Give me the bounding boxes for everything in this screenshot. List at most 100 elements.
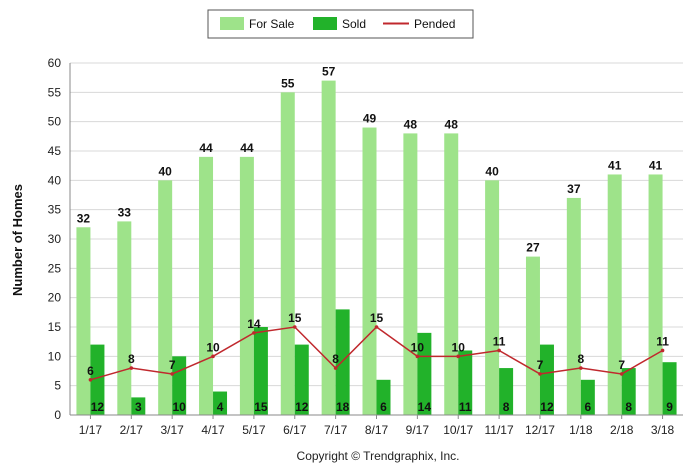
pended-point-2-18 <box>619 372 624 376</box>
label-sold-3-17: 10 <box>172 400 186 414</box>
pended-point-4-17 <box>211 354 215 359</box>
bar-for-sale-3-17 <box>158 180 173 415</box>
bar-sold-2-17 <box>131 397 146 415</box>
x-tick-label-7-17: 7/17 <box>324 423 348 437</box>
bar-for-sale-7-17 <box>321 80 336 415</box>
copyright-text: Copyright © Trendgraphix, Inc. <box>297 449 460 463</box>
y-tick-label-15: 15 <box>48 320 62 334</box>
label-for-sale-7-17: 57 <box>322 65 336 79</box>
legend: For Sale Sold Pended <box>207 9 474 39</box>
label-sold-9-17: 14 <box>418 400 432 414</box>
pended-line <box>88 325 665 382</box>
x-tick-label-2-17: 2/17 <box>120 423 144 437</box>
label-sold-3-18: 9 <box>666 400 673 414</box>
label-pended-4-17: 10 <box>206 340 220 354</box>
pended-point-3-17 <box>170 372 174 376</box>
label-for-sale-1-18: 37 <box>567 182 581 196</box>
y-tick-label-5: 5 <box>54 379 61 393</box>
label-sold-2-18: 8 <box>625 400 632 414</box>
pended-point-12-17 <box>538 372 542 376</box>
label-sold-7-17: 18 <box>336 400 350 414</box>
bar-sold-7-17 <box>335 309 350 415</box>
y-tick-label-0: 0 <box>54 408 61 422</box>
label-sold-12-17: 12 <box>540 400 554 414</box>
bar-for-sale-4-17 <box>199 156 214 415</box>
x-tick-label-11-17: 11/17 <box>485 423 514 437</box>
x-tick-label-1-17: 1/17 <box>79 423 103 437</box>
bar-for-sale-12-17 <box>525 256 540 415</box>
label-for-sale-5-17: 44 <box>240 141 254 155</box>
pended-point-8-17 <box>374 325 379 329</box>
bar-for-sale-3-18 <box>648 174 663 415</box>
legend-swatch-for-sale <box>220 17 244 30</box>
label-for-sale-8-17: 49 <box>363 112 377 126</box>
bar-sold-3-17 <box>172 356 187 415</box>
x-tick-label-8-17: 8/17 <box>365 423 389 437</box>
bar-sold-9-17 <box>417 332 432 415</box>
y-tick-label-10: 10 <box>48 349 62 363</box>
label-pended-2-18: 7 <box>618 358 625 372</box>
label-sold-1-17: 12 <box>91 400 105 414</box>
bar-for-sale-11-17 <box>485 180 500 415</box>
label-sold-2-17: 3 <box>135 400 142 414</box>
label-pended-1-17: 6 <box>87 364 94 378</box>
y-tick-label-35: 35 <box>48 203 62 217</box>
y-tick-label-20: 20 <box>48 291 62 305</box>
data-labels: 3212633384010744410441514551215571884961… <box>77 65 673 414</box>
y-tick-label-55: 55 <box>48 85 62 99</box>
bar-for-sale-9-17 <box>403 133 418 415</box>
x-tick-label-9-17: 9/17 <box>406 423 430 437</box>
pended-point-1-18 <box>579 366 583 370</box>
label-pended-3-17: 7 <box>169 358 176 372</box>
pended-point-11-17 <box>497 348 501 353</box>
pended-point-3-18 <box>660 348 665 353</box>
bar-sold-1-17 <box>90 344 105 415</box>
bar-sold-6-17 <box>294 344 309 415</box>
label-pended-7-17: 8 <box>332 352 339 366</box>
bar-sold-5-17 <box>253 327 268 415</box>
label-for-sale-3-17: 40 <box>158 164 172 178</box>
bar-for-sale-2-18 <box>607 174 622 415</box>
label-for-sale-11-17: 40 <box>485 164 499 178</box>
bar-sold-2-18 <box>621 368 636 415</box>
label-for-sale-9-17: 48 <box>404 117 418 131</box>
x-tick-label-2-18: 2/18 <box>610 423 634 437</box>
bar-sold-11-17 <box>499 368 514 415</box>
pended-point-5-17 <box>252 331 256 335</box>
y-tick-label-60: 60 <box>48 56 62 70</box>
bar-for-sale-6-17 <box>280 92 295 415</box>
label-pended-2-17: 8 <box>128 352 135 366</box>
label-for-sale-2-17: 33 <box>118 205 132 219</box>
bar-sold-4-17 <box>213 391 228 415</box>
label-pended-10-17: 10 <box>452 340 466 354</box>
x-tick-label-6-17: 6/17 <box>283 423 307 437</box>
label-pended-11-17: 11 <box>493 334 506 348</box>
bar-for-sale-5-17 <box>239 156 254 415</box>
bar-for-sale-10-17 <box>444 133 459 415</box>
bar-sold-12-17 <box>539 344 554 415</box>
label-sold-4-17: 4 <box>217 400 224 414</box>
pended-point-10-17 <box>456 354 461 359</box>
label-pended-12-17: 7 <box>537 358 544 372</box>
bar-sold-10-17 <box>458 350 473 415</box>
label-for-sale-2-18: 41 <box>608 158 622 172</box>
label-for-sale-1-17: 32 <box>77 211 91 225</box>
bar-sold-1-18 <box>580 379 595 415</box>
bar-for-sale-1-18 <box>566 197 581 415</box>
y-tick-label-50: 50 <box>48 115 62 129</box>
bars <box>76 80 677 416</box>
legend-box <box>207 9 474 39</box>
label-pended-6-17: 15 <box>288 311 302 325</box>
label-sold-10-17: 11 <box>459 400 472 414</box>
legend-swatch-sold <box>313 17 337 30</box>
x-tick-label-1-18: 1/18 <box>569 423 593 437</box>
pended-point-9-17 <box>415 354 420 359</box>
bar-for-sale-2-17 <box>117 221 132 415</box>
label-pended-9-17: 10 <box>411 340 425 354</box>
label-pended-5-17: 14 <box>247 317 261 331</box>
x-tick-label-10-17: 10/17 <box>443 423 473 437</box>
label-pended-8-17: 15 <box>370 311 384 325</box>
label-for-sale-10-17: 48 <box>445 117 459 131</box>
